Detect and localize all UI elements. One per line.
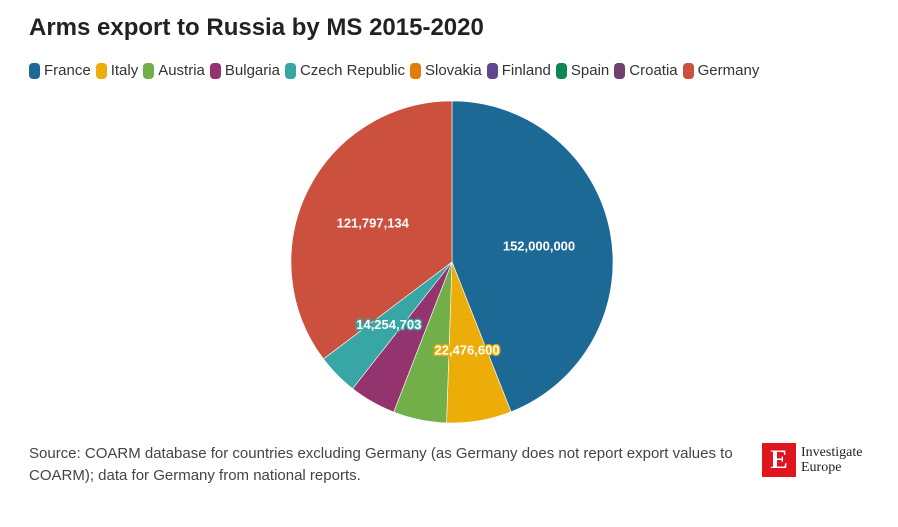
legend-item-croatia[interactable]: Croatia bbox=[614, 62, 678, 79]
legend-label: Italy bbox=[110, 62, 139, 79]
legend-item-germany[interactable]: Germany bbox=[682, 62, 760, 79]
legend: France Italy Austria Bulgaria Czech Republic… bbox=[29, 62, 764, 79]
legend-label: Spain bbox=[570, 62, 610, 79]
logo-mark: E bbox=[762, 443, 796, 477]
legend-item-austria[interactable]: Austria bbox=[143, 62, 205, 79]
legend-swatch bbox=[284, 62, 296, 79]
legend-swatch bbox=[209, 62, 221, 79]
logo-line2: Europe bbox=[801, 460, 842, 475]
legend-label: Germany bbox=[697, 62, 760, 79]
data-label: 121,797,134 bbox=[337, 215, 410, 230]
legend-swatch bbox=[555, 62, 567, 79]
legend-label: Bulgaria bbox=[224, 62, 280, 79]
pie-slice-france[interactable] bbox=[451, 100, 614, 413]
legend-item-czech-republic[interactable]: Czech Republic bbox=[284, 62, 405, 79]
legend-item-italy[interactable]: Italy bbox=[95, 62, 139, 79]
legend-swatch bbox=[682, 62, 694, 79]
legend-swatch bbox=[29, 62, 40, 79]
legend-swatch bbox=[486, 62, 498, 79]
legend-label: Croatia bbox=[629, 62, 678, 79]
legend-swatch bbox=[410, 62, 421, 79]
pie-slice-germany[interactable] bbox=[290, 100, 453, 360]
legend-item-spain[interactable]: Spain bbox=[555, 62, 610, 79]
investigate-europe-logo: E Investigate Europe bbox=[762, 443, 862, 477]
legend-item-slovakia[interactable]: Slovakia bbox=[410, 62, 482, 79]
legend-label: Finland bbox=[501, 62, 551, 79]
data-label: 14,254,703 bbox=[356, 317, 421, 332]
legend-item-finland[interactable]: Finland bbox=[486, 62, 551, 79]
data-label: 152,000,000 bbox=[503, 238, 575, 253]
legend-item-bulgaria[interactable]: Bulgaria bbox=[209, 62, 280, 79]
legend-swatch bbox=[614, 62, 626, 79]
legend-label: Czech Republic bbox=[299, 62, 405, 79]
legend-label: Slovakia bbox=[425, 62, 482, 79]
legend-label: Austria bbox=[158, 62, 205, 79]
legend-label: France bbox=[44, 62, 91, 79]
source-note: Source: COARM database for countries exc… bbox=[29, 445, 733, 484]
data-label: 22,476,600 bbox=[434, 342, 499, 357]
legend-swatch bbox=[143, 62, 155, 79]
legend-item-france[interactable]: France bbox=[29, 62, 91, 79]
legend-swatch bbox=[95, 62, 107, 79]
chart-title: Arms export to Russia by MS 2015-2020 bbox=[29, 14, 484, 41]
logo-line1: Investigate bbox=[801, 445, 863, 460]
